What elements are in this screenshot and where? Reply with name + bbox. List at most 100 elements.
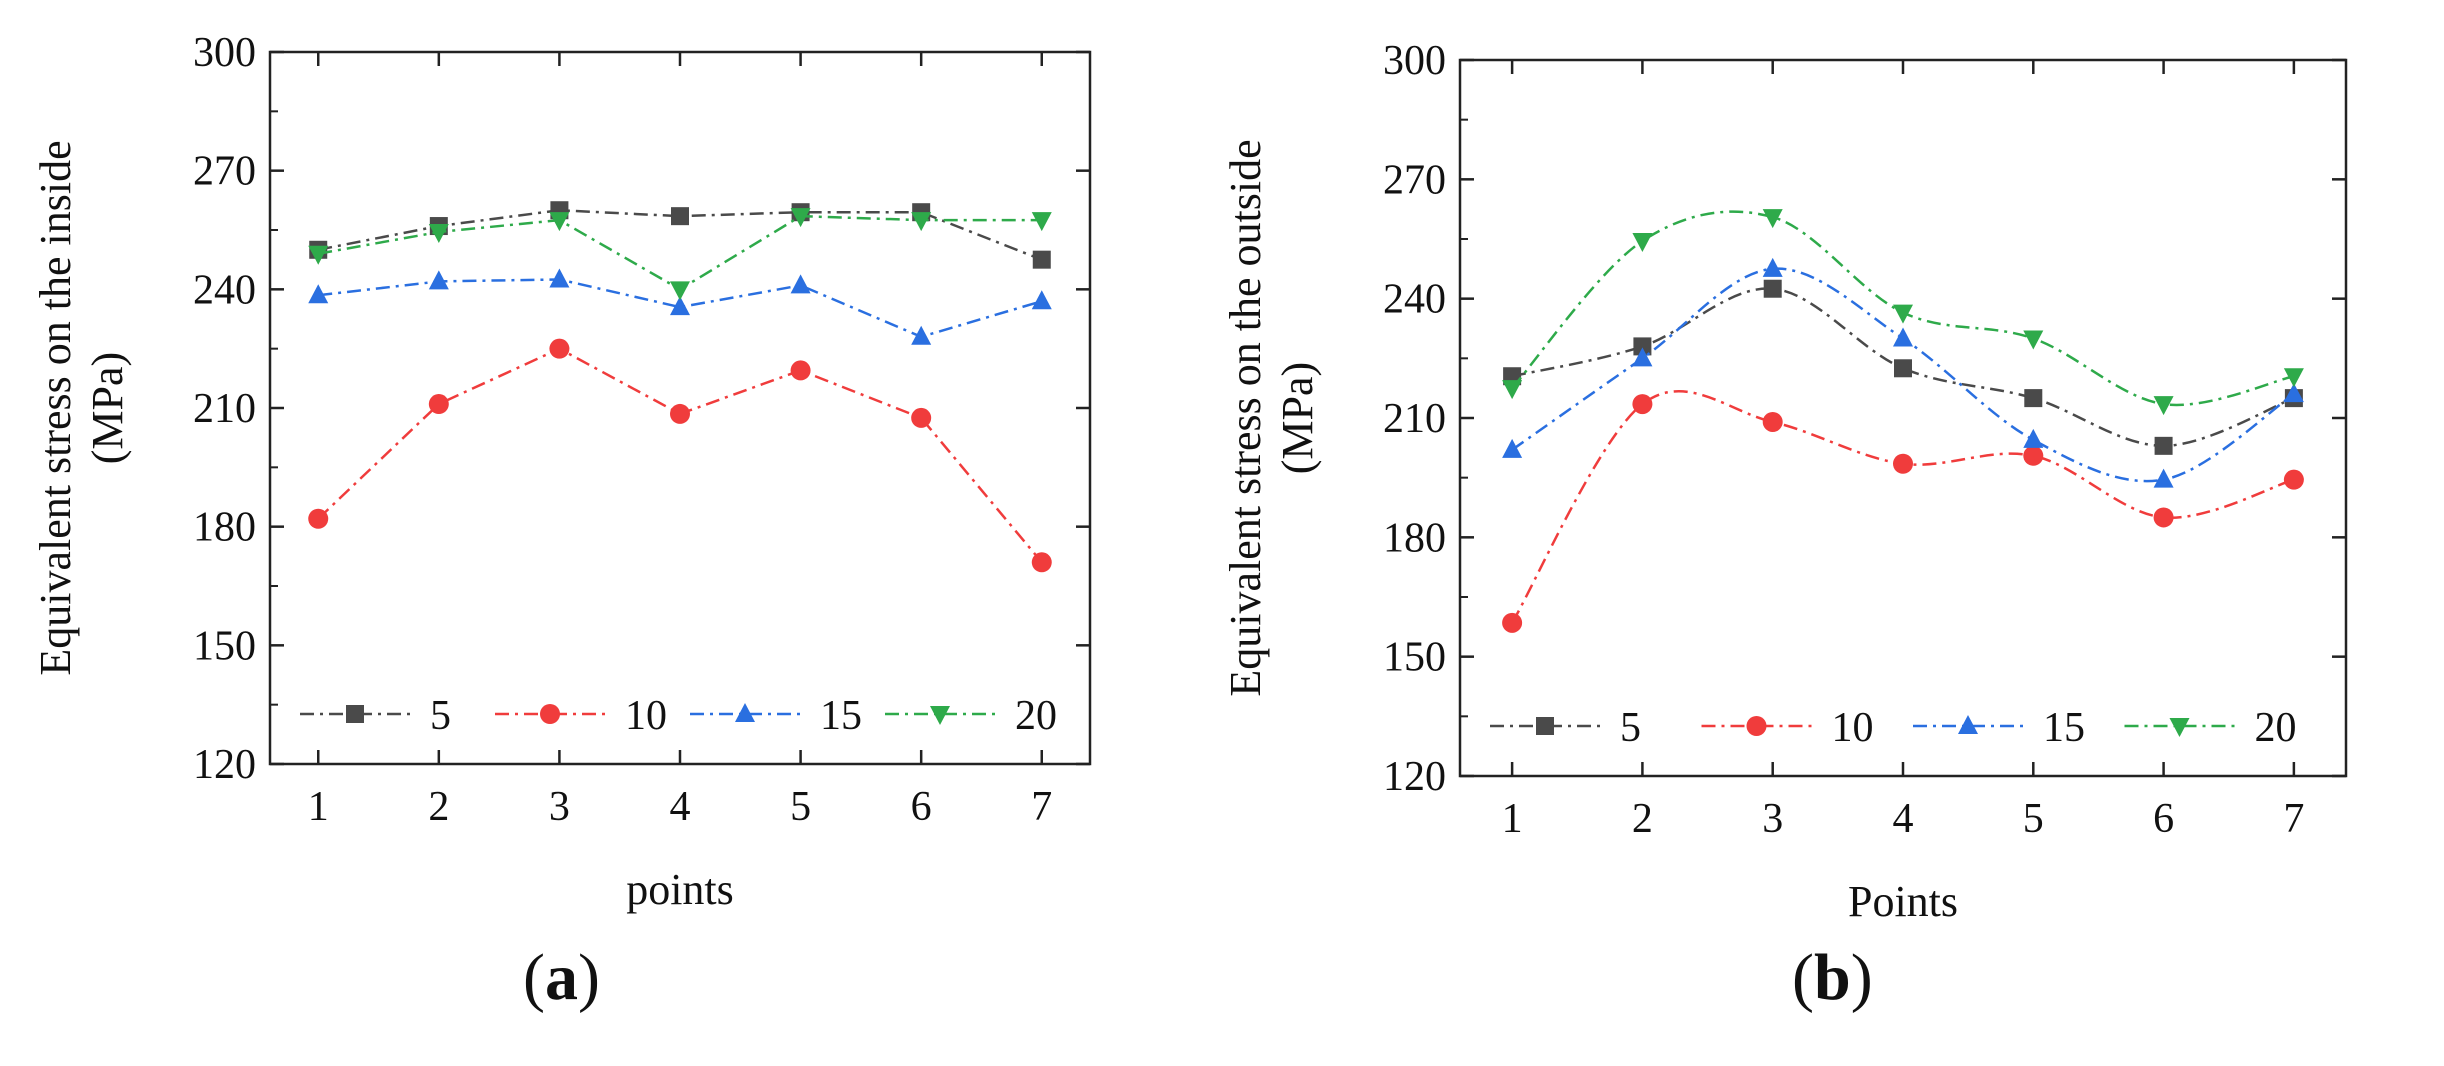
chart-b-xtick-label: 6 — [2153, 796, 2174, 842]
chart-a-data-point — [1032, 250, 1051, 269]
chart-a-legend-marker — [540, 704, 560, 724]
chart-b-legend-marker — [1958, 715, 1978, 734]
chart-a-data-point — [549, 268, 570, 288]
chart-a-data-point — [670, 281, 690, 301]
chart-a-data-point — [549, 212, 570, 232]
caption-a-letter: a — [544, 941, 578, 1014]
chart-b-ytick-label: 180 — [1383, 515, 1446, 561]
chart-b-data-point — [1762, 257, 1783, 277]
chart-a-data-point — [670, 296, 690, 316]
chart-a-data-point — [549, 338, 570, 359]
chart-b-data-point — [1762, 411, 1783, 432]
chart-a-data-point — [308, 508, 329, 529]
chart-a-legend-item-15: 15 — [690, 693, 862, 739]
chart-b-data-point — [1502, 438, 1523, 458]
chart-a-xtick-label: 6 — [911, 784, 932, 830]
chart-b-legend-item-10: 10 — [1701, 705, 1874, 751]
chart-a-ytick-label: 120 — [193, 742, 256, 788]
chart-a-svg: 120 150 180 210 240 270 300 1 2 3 4 5 6 7 points Equiva… — [31, 30, 1092, 914]
chart-b-xtick-label: 1 — [1502, 796, 1523, 842]
chart-b-data-point — [2154, 436, 2173, 455]
chart-b-svg: 120 150 180 210 240 270 300 1 2 3 4 5 6 7 Points Equiva… — [1221, 38, 2348, 926]
chart-a-data-point — [911, 212, 932, 232]
chart-b-data-point — [2153, 396, 2174, 416]
chart-panel-b: 120 150 180 210 240 270 300 1 2 3 4 5 6 7 Points Equiva… — [1221, 0, 2444, 1066]
chart-b-xtick-label: 7 — [2283, 796, 2304, 842]
chart-a-legend-marker — [930, 706, 950, 725]
chart-a-data-point — [670, 403, 690, 424]
chart-a-ytick-label: 180 — [193, 505, 256, 551]
chart-b-data-point — [1632, 232, 1653, 252]
chart-b-data-point — [1632, 347, 1653, 367]
chart-b-data-point — [2283, 383, 2304, 403]
chart-a-data-point — [911, 407, 932, 428]
chart-a-ytick-label: 300 — [193, 30, 256, 76]
chart-a-ytick-label: 210 — [193, 386, 256, 432]
chart-b-ylabel-line1: Equivalent stress on the outside — [1222, 139, 1270, 696]
chart-b-legend-label: 5 — [1620, 705, 1641, 751]
chart-a-data-point — [790, 274, 811, 294]
caption-a-open: ( — [523, 941, 545, 1014]
chart-a-ytick-label: 150 — [193, 623, 256, 669]
chart-a-xtick-label: 5 — [790, 784, 811, 830]
chart-b-data-point — [2283, 469, 2304, 490]
chart-b-legend-label: 20 — [2255, 705, 2297, 751]
chart-b-ytick-label: 240 — [1383, 277, 1446, 323]
chart-b-data-point — [1763, 279, 1782, 298]
chart-a-xlabel: points — [626, 865, 734, 914]
caption-b-open: ( — [1792, 941, 1814, 1014]
chart-b-ytick-label: 270 — [1383, 157, 1446, 203]
chart-b-legend-marker — [2169, 718, 2190, 737]
chart-a-ylabel-line1: Equivalent stress on the inside — [31, 140, 80, 675]
chart-a-xtick-label: 4 — [670, 784, 691, 830]
chart-b-legend-marker — [1746, 716, 1767, 736]
chart-a-legend-item-20: 20 — [885, 693, 1057, 739]
chart-b-ytick-label: 150 — [1383, 635, 1446, 681]
chart-b-data-point — [2023, 428, 2044, 448]
chart-b-legend-item-15: 15 — [1913, 705, 2085, 751]
chart-b-series-line — [1511, 390, 2295, 624]
chart-b-series-20 — [1502, 209, 2304, 416]
chart-b-data-point — [2023, 445, 2044, 466]
chart-b-data-point — [1893, 453, 1913, 474]
chart-a-xtick-label: 3 — [549, 784, 570, 830]
chart-b-legend-marker — [1536, 717, 1554, 735]
chart-b-xtick-label: 2 — [1632, 796, 1653, 842]
chart-a-legend-label: 20 — [1015, 693, 1057, 739]
chart-a-legend-label: 10 — [625, 693, 667, 739]
chart-b-xlabel: Points — [1848, 877, 1958, 926]
chart-b-data-point — [2023, 330, 2044, 350]
chart-a-data-point — [671, 207, 689, 226]
chart-b-series-10 — [1502, 390, 2304, 633]
chart-a-xtick-label: 2 — [428, 784, 449, 830]
chart-a-series-15 — [308, 268, 1052, 345]
chart-b-legend-label: 15 — [2043, 705, 2085, 751]
chart-a-data-point — [1031, 212, 1052, 232]
chart-b-data-point — [1762, 209, 1783, 229]
chart-b-plot-frame — [1458, 58, 2348, 778]
chart-a-legend-label: 15 — [820, 693, 862, 739]
chart-a-data-point — [1031, 290, 1052, 310]
chart-a-series-20 — [308, 208, 1052, 301]
chart-a-data-point — [308, 245, 329, 265]
caption-a: (a) — [523, 940, 600, 1016]
chart-panel-a: 120 150 180 210 240 270 300 1 2 3 4 5 6 7 points Equiva… — [31, 30, 1092, 1016]
chart-a-data-point — [911, 325, 932, 345]
chart-a-ylabel-line2: (MPa) — [83, 352, 132, 464]
chart-a-legend-item-10: 10 — [495, 693, 667, 739]
caption-b-letter: b — [1813, 941, 1851, 1014]
chart-a-data-point — [428, 394, 449, 415]
chart-b-series-15 — [1502, 257, 2304, 488]
caption-b-close: ) — [1850, 941, 1873, 1014]
caption-b: (b) — [1792, 940, 1873, 1016]
chart-a-legend-marker — [346, 705, 364, 723]
chart-b-xtick-label: 5 — [2023, 796, 2044, 842]
chart-b-legend-label: 10 — [1832, 705, 1874, 751]
chart-b-data-point — [2153, 507, 2174, 528]
chart-a-data-point — [1031, 552, 1052, 573]
chart-b-legend-item-5: 5 — [1490, 705, 1641, 751]
chart-b-data-point — [1894, 359, 1912, 378]
chart-a-legend-item-5: 5 — [300, 693, 451, 739]
chart-b-data-point — [1893, 327, 1913, 347]
chart-a-xtick-label: 1 — [308, 784, 329, 830]
